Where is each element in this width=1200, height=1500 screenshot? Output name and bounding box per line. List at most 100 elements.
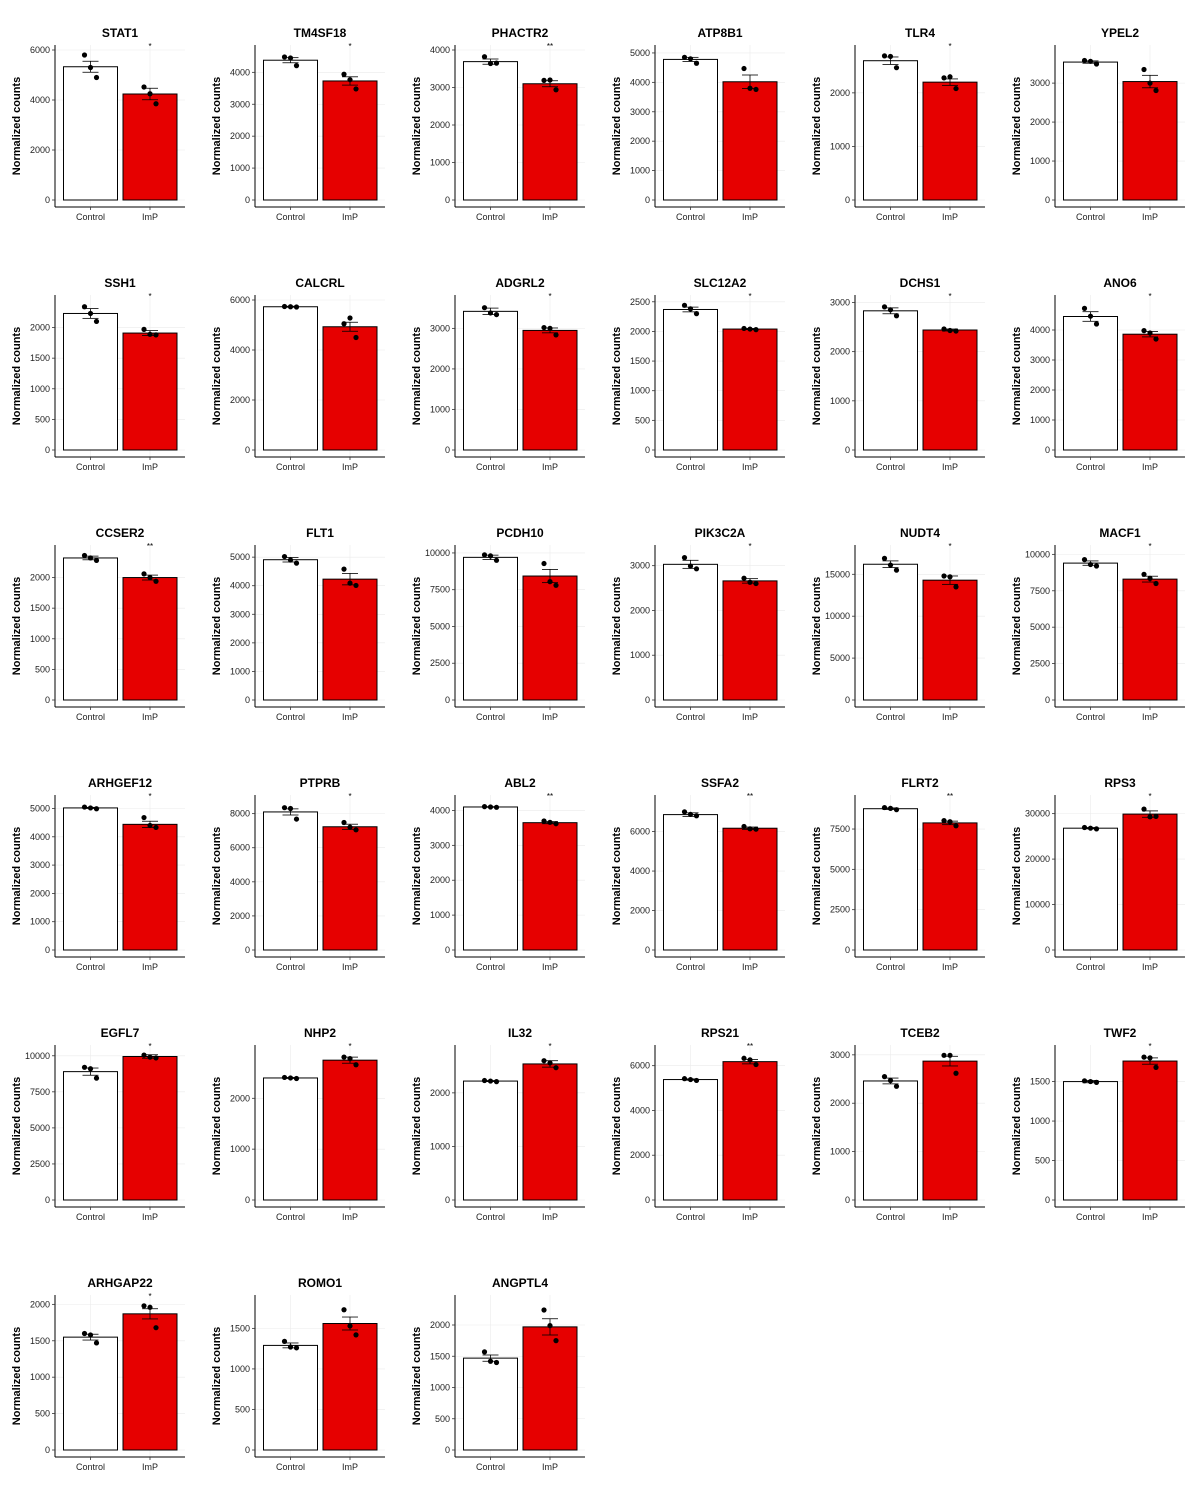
significance-label: * [1148,542,1151,551]
panel-title: YPEL2 [1101,26,1139,40]
data-point [893,313,900,319]
bar-imp [1122,81,1178,201]
significance-label: ** [947,792,953,801]
y-tick-label: 4000 [230,581,250,591]
bar-control [1063,827,1118,951]
y-tick-label: 10000 [1025,549,1050,559]
y-tick-label: 1000 [630,166,650,176]
y-tick-label: 1500 [430,1351,450,1361]
panel-title: ARHGAP22 [87,1276,153,1290]
data-point [1147,1055,1153,1061]
y-tick-label: 10000 [425,548,450,558]
panel-title: TWF2 [1104,1026,1137,1040]
y-tick-label: 6000 [630,1061,650,1071]
y-tick-label: 5000 [830,653,850,663]
data-point [1147,80,1153,86]
bar-control [63,807,118,951]
y-tick-label: 4000 [230,345,250,355]
x-tick-label: ImP [742,212,758,222]
bar-imp [722,328,778,451]
x-tick-label: ImP [342,212,358,222]
y-axis-label: Normalized counts [411,327,423,425]
y-tick-label: 0 [245,1445,250,1455]
y-tick-label: 4000 [230,67,250,77]
bar-control [663,814,718,951]
data-point [947,574,953,580]
y-tick-label: 0 [645,945,650,955]
x-tick-label: Control [676,1212,705,1222]
significance-label: * [948,292,951,301]
y-axis-label: Normalized counts [1011,327,1023,425]
y-tick-label: 4000 [430,45,450,55]
data-point [887,805,894,811]
data-point [281,1338,288,1344]
bar-control [463,1357,518,1451]
panel-pcdh10: 0 2500 5000 7500 10000 Control ImP PCDH10 Normal… [411,526,585,722]
data-point [93,806,100,812]
y-tick-label: 6000 [230,295,250,305]
y-axis-label: Normalized counts [411,1327,423,1425]
data-point [741,575,747,581]
y-axis-label: Normalized counts [211,77,223,175]
y-axis-label: Normalized counts [611,827,623,925]
significance-label: * [948,542,951,551]
bar-control [63,66,118,201]
data-point [547,325,553,331]
x-tick-label: Control [1076,1212,1105,1222]
x-tick-label: Control [476,962,505,972]
data-point [881,53,888,59]
y-tick-label: 2500 [30,1159,50,1169]
x-tick-label: Control [76,712,105,722]
data-point [1093,321,1100,327]
x-tick-label: Control [76,212,105,222]
y-tick-label: 0 [245,695,250,705]
data-point [81,1330,88,1337]
data-point [947,327,953,334]
data-point [553,821,559,827]
data-point [487,553,494,559]
significance-label: * [948,42,951,51]
data-point [1093,1079,1100,1085]
data-point [147,1304,153,1310]
y-tick-label: 2000 [230,131,250,141]
significance-label: * [348,1042,351,1051]
y-axis-label: Normalized counts [211,1077,223,1175]
x-tick-label: ImP [542,962,558,972]
significance-label: * [748,292,751,301]
data-point [481,54,488,60]
data-point [541,818,547,824]
bar-control [263,59,318,201]
y-tick-label: 1000 [430,1141,450,1151]
data-point [687,811,694,818]
data-point [93,1340,100,1346]
y-tick-label: 30000 [1025,809,1050,819]
y-tick-label: 20000 [1025,854,1050,864]
bar-imp [122,332,178,451]
y-tick-label: 0 [645,695,650,705]
panel-title: TLR4 [905,26,935,40]
x-tick-label: Control [276,1212,305,1222]
data-point [87,1066,94,1072]
data-point [81,52,88,58]
bar-imp [922,579,978,701]
data-point [153,1055,159,1061]
bar-imp [522,822,578,951]
panel-ypel2: 0 1000 2000 3000 Control ImP YPEL2 Normalized c… [1011,26,1185,222]
y-tick-label: 2000 [830,347,850,357]
x-tick-label: ImP [742,1212,758,1222]
x-tick-label: Control [876,712,905,722]
significance-label: * [148,292,151,301]
y-tick-label: 5000 [30,803,50,813]
y-tick-label: 4000 [30,832,50,842]
data-point [293,816,300,822]
y-tick-label: 8000 [230,809,250,819]
y-tick-label: 2000 [430,120,450,130]
x-tick-label: ImP [342,462,358,472]
significance-label: ** [147,542,153,551]
significance-label: * [148,42,151,51]
significance-label: * [148,792,151,801]
x-tick-label: Control [876,1212,905,1222]
y-axis-label: Normalized counts [1011,827,1023,925]
y-axis-label: Normalized counts [611,577,623,675]
x-tick-label: Control [1076,462,1105,472]
